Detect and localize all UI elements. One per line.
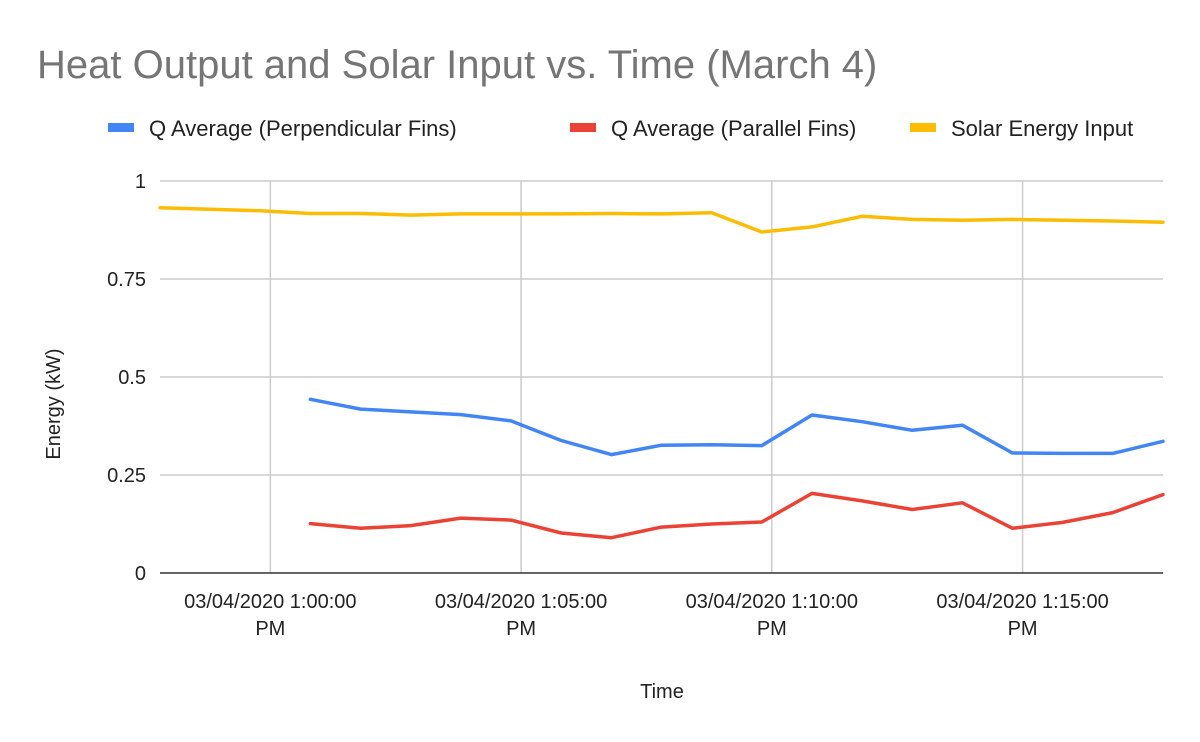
y-tick-label: 0.25: [107, 465, 146, 487]
series-parallel-fins-line: [308, 491, 1165, 540]
x-tick-label-line2: PM: [255, 618, 285, 640]
series-lines: [158, 205, 1165, 540]
x-axis-label: Time: [640, 681, 684, 703]
y-axis-ticks: 0 0.25 0.5 0.75 1: [107, 171, 146, 585]
legend-label: Q Average (Perpendicular Fins): [149, 116, 457, 141]
legend: Q Average (Perpendicular Fins) Q Average …: [108, 116, 1133, 141]
series-perpendicular-fins-line: [308, 397, 1165, 457]
x-tick-label: 03/04/2020 1:15:00: [936, 591, 1108, 613]
legend-swatch-parallel-fins: [570, 123, 596, 132]
chart-title: Heat Output and Solar Input vs. Time (Ma…: [37, 43, 877, 87]
x-tick-label: 03/04/2020 1:00:00: [184, 591, 356, 613]
y-axis-label: Energy (kW): [43, 348, 65, 459]
x-tick-label-line2: PM: [506, 618, 536, 640]
series-solar-input-line: [158, 205, 1165, 234]
y-tick-label: 0: [135, 563, 146, 585]
x-axis-ticks: 03/04/2020 1:00:00 PM 03/04/2020 1:05:00 PM…: [184, 591, 1109, 640]
x-tick-label: 03/04/2020 1:10:00: [686, 591, 858, 613]
legend-swatch-perpendicular-fins: [108, 123, 134, 132]
y-tick-label: 0.5: [118, 367, 146, 389]
legend-label: Solar Energy Input: [951, 116, 1133, 141]
y-tick-label: 0.75: [107, 269, 146, 291]
y-tick-label: 1: [135, 171, 146, 193]
x-tick-label-line2: PM: [1008, 618, 1038, 640]
legend-label: Q Average (Parallel Fins): [611, 116, 856, 141]
gridlines: [160, 180, 1163, 574]
legend-swatch-solar-input: [910, 123, 936, 132]
x-tick-label: 03/04/2020 1:05:00: [435, 591, 607, 613]
x-tick-label-line2: PM: [757, 618, 787, 640]
